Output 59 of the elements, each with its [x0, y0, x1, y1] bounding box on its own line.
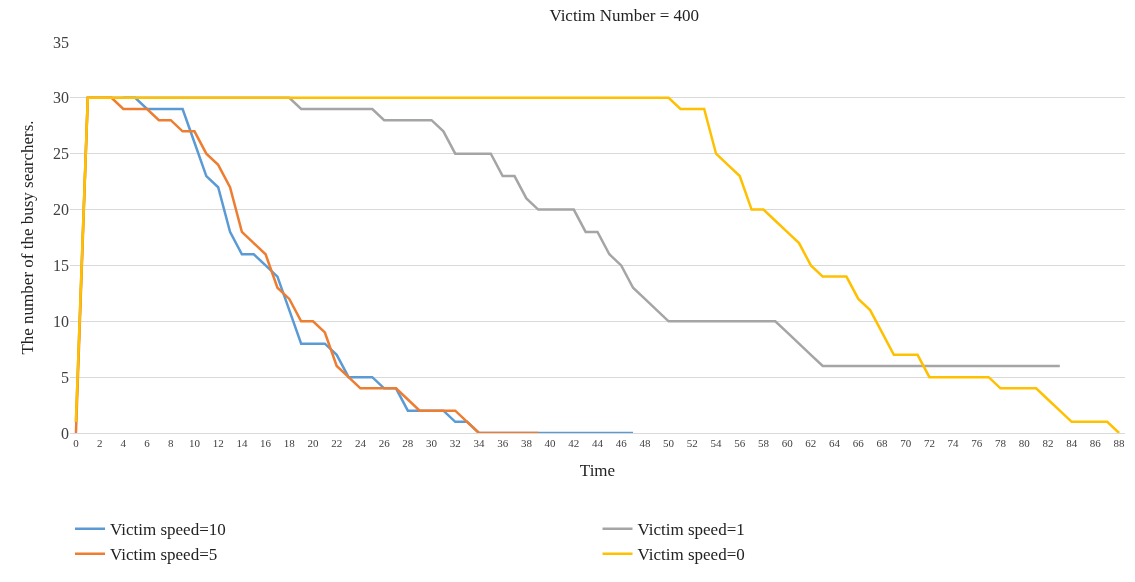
y-tick-label: 15	[53, 257, 69, 275]
x-tick-label: 26	[378, 437, 391, 450]
x-tick-label: 70	[900, 437, 912, 450]
x-tick-label: 86	[1089, 437, 1102, 450]
y-tick-label: 10	[53, 312, 69, 330]
x-tick-label: 60	[781, 437, 794, 450]
x-tick-label: 0	[73, 437, 80, 450]
x-tick-label: 42	[568, 437, 580, 450]
x-tick-label: 8	[168, 437, 175, 450]
legend-label: Victim speed=10	[110, 520, 226, 540]
x-tick-label: 30	[426, 437, 438, 450]
x-tick-label: 34	[473, 437, 485, 450]
x-tick-label: 2	[96, 437, 103, 450]
x-tick-label: 54	[710, 437, 723, 450]
x-tick-label: 18	[283, 437, 296, 450]
x-tick-label: 20	[307, 437, 320, 450]
x-tick-label: 40	[544, 437, 557, 450]
x-tick-label: 84	[1066, 437, 1078, 450]
y-tick-label: 30	[53, 89, 69, 107]
x-tick-label: 12	[212, 437, 224, 450]
legend-label: Victim speed=1	[637, 520, 745, 540]
x-tick-label: 72	[923, 437, 935, 450]
x-tick-label: 50	[663, 437, 675, 450]
y-tick-label: 5	[61, 368, 69, 386]
x-tick-label: 58	[757, 437, 770, 450]
x-tick-label: 14	[236, 437, 248, 450]
chart-title: Victim Number = 400	[549, 5, 700, 25]
y-axis-title: The number of the busy searchers.	[17, 120, 37, 355]
y-tick-label: 25	[53, 145, 69, 163]
x-tick-label: 38	[520, 437, 533, 450]
x-tick-label: 36	[497, 437, 509, 450]
x-tick-label: 6	[144, 437, 151, 450]
x-tick-label: 48	[639, 437, 651, 450]
x-tick-label: 78	[995, 437, 1007, 450]
legend-label: Victim speed=0	[637, 545, 745, 565]
x-tick-label: 66	[852, 437, 865, 450]
y-tick-label: 20	[53, 201, 69, 219]
x-tick-label: 32	[449, 437, 461, 450]
y-tick-label: 35	[53, 33, 69, 51]
x-tick-label: 22	[331, 437, 343, 450]
x-tick-label: 56	[734, 437, 746, 450]
x-tick-label: 88	[1113, 437, 1126, 450]
x-tick-label: 16	[260, 437, 272, 450]
x-tick-label: 64	[829, 437, 841, 450]
x-tick-label: 4	[120, 437, 127, 450]
x-tick-label: 62	[805, 437, 817, 450]
x-tick-label: 68	[876, 437, 888, 450]
legend-label: Victim speed=5	[110, 545, 218, 565]
x-tick-label: 46	[615, 437, 628, 450]
x-tick-label: 74	[947, 437, 960, 450]
x-axis-title: Time	[579, 460, 616, 480]
x-tick-label: 76	[971, 437, 983, 450]
x-tick-label: 80	[1018, 437, 1031, 450]
x-tick-label: 10	[188, 437, 201, 450]
x-tick-label: 44	[592, 437, 604, 450]
x-tick-label: 82	[1042, 437, 1054, 450]
x-tick-label: 52	[686, 437, 698, 450]
x-tick-label: 28	[402, 437, 414, 450]
x-tick-label: 24	[354, 437, 367, 450]
